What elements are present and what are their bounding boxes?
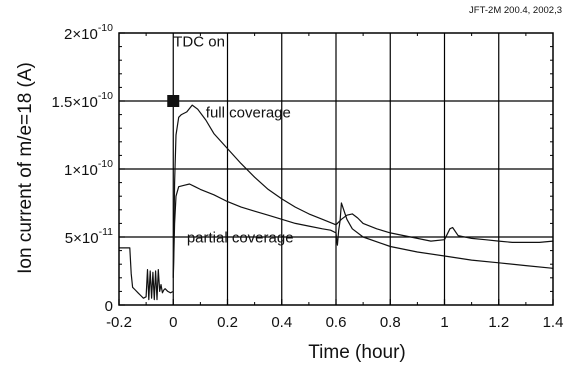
y-axis-label: Ion current of m/e=18 (A) [15,62,36,274]
annotation: full coverage [206,104,291,121]
x-tick-label: -0.2 [106,314,132,331]
x-tick-label: 1.2 [488,314,509,331]
series-group [119,104,554,301]
y-tick-label: 5×10-11 [65,226,113,247]
x-tick-label: 0.6 [326,314,347,331]
x-tick-label: 0.2 [217,314,238,331]
x-tick-label: 1.4 [543,314,564,331]
axis-ticks [118,32,554,306]
x-axis-label: Time (hour) [308,342,405,363]
annotations: TDC on full coverage partial coverage [173,34,293,247]
source-note: JFT-2M 200.4, 2002,3 [469,5,562,16]
annotation: partial coverage [187,229,294,246]
annotation: TDC on [173,34,225,51]
x-tick-label: 0 [169,314,177,331]
x-tick-label: 1 [440,314,448,331]
series-partial-coverage-line [172,183,554,278]
tdc-marker [167,95,180,107]
y-tick-label: 2×10-10 [64,22,113,43]
y-tick-label: 1×10-10 [64,158,113,179]
y-tick-label: 1.5×10-10 [52,90,114,111]
series-baseline-line [119,247,174,301]
x-tick-label: 0.8 [380,314,401,331]
series-full-coverage-line [172,104,554,278]
y-tick-label: 0 [105,298,113,315]
x-tick-labels: -0.2 0 0.2 0.4 0.6 0.8 1 1.2 1.4 [106,314,563,331]
grid [119,33,553,305]
x-tick-label: 0.4 [271,314,292,331]
y-tick-labels: 0 5×10-11 1×10-10 1.5×10-10 2×10-10 [52,22,114,315]
